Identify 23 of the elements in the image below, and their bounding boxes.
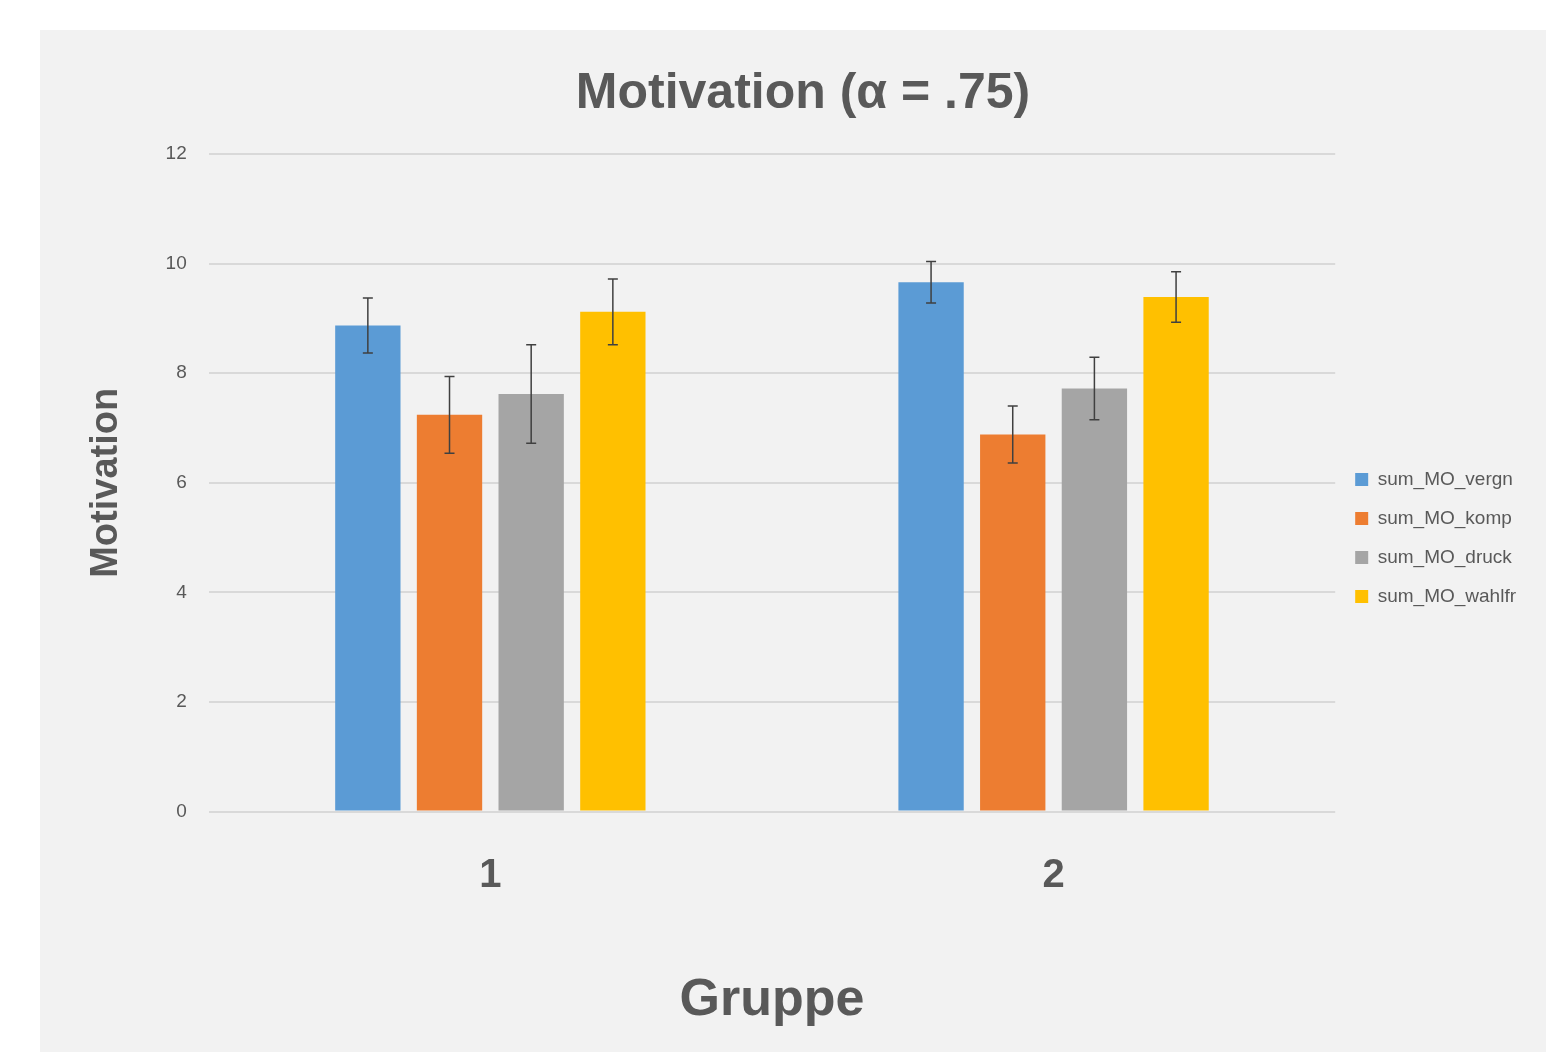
- legend-label: sum_MO_wahlfr: [1377, 584, 1517, 607]
- y-tick-label: 0: [176, 799, 187, 821]
- bar: [1143, 297, 1209, 811]
- legend-label: sum_MO_druck: [1377, 545, 1513, 568]
- y-tick-label: 2: [176, 690, 187, 712]
- y-tick-label: 4: [176, 580, 188, 602]
- x-tick-label: 1: [479, 850, 502, 895]
- legend-label: sum_MO_vergn: [1377, 467, 1513, 490]
- y-tick-label: 10: [165, 251, 187, 273]
- bar: [498, 394, 564, 811]
- y-tick-label: 12: [165, 142, 187, 164]
- y-tick-label: 6: [176, 471, 187, 493]
- bar: [980, 434, 1046, 811]
- y-tick-label: 8: [176, 361, 187, 383]
- chart-title: Motivation (α = .75): [575, 62, 1031, 119]
- x-axis-title: Gruppe: [679, 968, 865, 1027]
- bar: [416, 414, 483, 811]
- legend-label: sum_MO_komp: [1377, 506, 1512, 529]
- bar: [335, 325, 401, 811]
- y-axis-title: Motivation: [83, 387, 126, 578]
- bar: [580, 311, 646, 811]
- bar: [1061, 388, 1128, 811]
- bar: [898, 282, 964, 811]
